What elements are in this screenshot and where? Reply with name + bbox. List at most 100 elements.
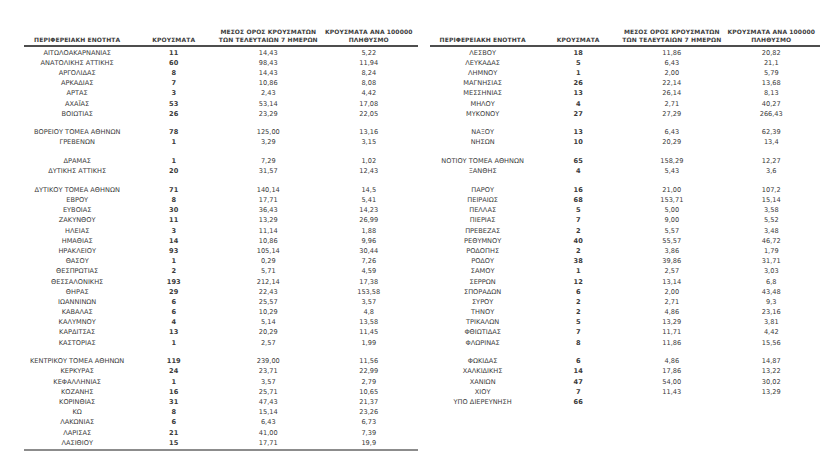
cell-avg: 39,86 (621, 257, 722, 266)
table-row: ΠΡΕΒΕΖΑΣ25,573,48 (430, 226, 820, 236)
column-header-avg7-line2: ΤΩΝ ΤΕΛΕΥΤΑΙΩΝ 7 ΗΜΕΡΩΝ (621, 36, 722, 44)
cell-rate: 30,02 (722, 378, 820, 387)
cell-avg: 2,71 (621, 298, 722, 307)
cell-avg: 5,43 (621, 167, 722, 176)
cell-avg: 4,86 (621, 308, 722, 317)
cell-avg: 54,00 (621, 378, 722, 387)
cell-avg: 13,14 (621, 278, 722, 287)
table-row: ΝΗΣΩΝ1020,2913,4 (430, 138, 820, 148)
cell-cases: 4 (130, 318, 217, 327)
cell-rate: 14,5 (319, 186, 418, 195)
cell-region: ΜΥΚΟΝΟΥ (430, 110, 535, 119)
cell-avg: 98,43 (217, 59, 319, 68)
cell-rate: 5,41 (319, 196, 418, 205)
cell-region: ΛΑΚΩΝΙΑΣ (24, 418, 130, 427)
cell-cases: 1 (535, 69, 621, 78)
cell-cases: 7 (535, 216, 621, 225)
cell-region: ΠΡΕΒΕΖΑΣ (430, 227, 535, 236)
column-header-region: ΠΕΡΙΦΕΡΕΙΑΚΗ ΕΝΟΤΗΤΑ (24, 36, 130, 44)
cell-avg: 2,00 (621, 288, 722, 297)
cell-region: ΣΠΟΡΑΔΩΝ (430, 288, 535, 297)
table-row: ΑΡΓΟΛΙΔΑΣ814,438,24 (24, 68, 418, 78)
table-row: ΞΑΝΘΗΣ45,433,6 (430, 167, 820, 177)
table-row: ΥΠΟ ΔΙΕΡΕΥΝΗΣΗ66 (430, 397, 820, 407)
table-row: ΚΩ815,1423,26 (24, 408, 418, 418)
cell-avg: 25,71 (217, 388, 319, 397)
cell-avg: 5,71 (217, 267, 319, 276)
cell-cases: 53 (130, 100, 217, 109)
cell-rate: 1,99 (319, 339, 418, 348)
cell-avg: 6,43 (621, 128, 722, 137)
cell-region: ΝΟΤΙΟΥ ΤΟΜΕΑ ΑΘΗΝΩΝ (430, 157, 535, 166)
column-header-avg7: ΜΕΣΟΣ ΟΡΟΣ ΚΡΟΥΣΜΑΤΩΝ ΤΩΝ ΤΕΛΕΥΤΑΙΩΝ 7 Η… (217, 28, 319, 43)
cell-region: ΗΛΕΙΑΣ (24, 227, 130, 236)
cell-avg: 11,86 (621, 49, 722, 58)
column-header-per100k-line1: ΚΡΟΥΣΜΑΤΑ ΑΝΑ 100000 (319, 28, 418, 36)
cell-cases: 20 (130, 167, 217, 176)
cell-region: ΗΡΑΚΛΕΙΟΥ (24, 247, 130, 256)
table-body: ΑΙΤΩΛΟΑΚΑΡΝΑΝΙΑΣ1114,435,22ΑΝΑΤΟΛΙΚΗΣ ΑΤ… (24, 47, 418, 448)
cell-region: ΚΑΡΔΙΤΣΑΣ (24, 328, 130, 337)
cell-cases: 8 (535, 339, 621, 348)
cell-rate: 3,57 (319, 298, 418, 307)
cell-rate: 17,08 (319, 100, 418, 109)
cell-cases: 2 (130, 267, 217, 276)
table-row: ΘΕΣΠΡΩΤΙΑΣ25,714,59 (24, 267, 418, 277)
cell-region: ΧΑΛΚΙΔΙΚΗΣ (430, 367, 535, 376)
cell-cases: 2 (535, 308, 621, 317)
cell-cases: 11 (130, 216, 217, 225)
cell-rate: 7,39 (319, 429, 418, 438)
cell-cases: 14 (535, 367, 621, 376)
spacer-row (430, 348, 820, 356)
cell-region: ΡΟΔΟΠΗΣ (430, 247, 535, 256)
table-row: ΙΩΑΝΝΙΝΩΝ625,573,57 (24, 297, 418, 307)
cell-region: ΜΗΛΟΥ (430, 100, 535, 109)
table-row: ΒΟΙΩΤΙΑΣ2623,2922,05 (24, 109, 418, 119)
table-row: ΑΙΤΩΛΟΑΚΑΡΝΑΝΙΑΣ1114,435,22 (24, 48, 418, 58)
table-row: ΗΡΑΚΛΕΙΟΥ93105,1430,44 (24, 246, 418, 256)
cell-cases: 29 (130, 288, 217, 297)
cell-rate: 23,16 (722, 308, 820, 317)
cell-avg: 27,29 (621, 110, 722, 119)
column-header-avg7-line1: ΜΕΣΟΣ ΟΡΟΣ ΚΡΟΥΣΜΑΤΩΝ (621, 28, 722, 36)
cell-region: ΦΘΙΩΤΙΔΑΣ (430, 328, 535, 337)
cell-avg: 20,29 (621, 138, 722, 147)
spacer-row (24, 119, 418, 127)
cell-region: ΘΗΡΑΣ (24, 288, 130, 297)
table-row: ΑΝΑΤΟΛΙΚΗΣ ΑΤΤΙΚΗΣ6098,4311,94 (24, 58, 418, 68)
cell-region: ΤΗΝΟΥ (430, 308, 535, 317)
cell-avg: 2,43 (217, 89, 319, 98)
cell-region: ΦΩΚΙΔΑΣ (430, 357, 535, 366)
cell-region: ΠΕΛΛΑΣ (430, 206, 535, 215)
cell-rate: 4,59 (319, 267, 418, 276)
cell-region: ΛΗΜΝΟΥ (430, 69, 535, 78)
cell-region: ΕΒΡΟΥ (24, 196, 130, 205)
cell-region: ΔΡΑΜΑΣ (24, 157, 130, 166)
cell-avg: 7,29 (217, 157, 319, 166)
cell-avg: 140,14 (217, 186, 319, 195)
cell-avg: 23,71 (217, 367, 319, 376)
cell-region: ΚΩ (24, 408, 130, 417)
cell-cases: 10 (535, 138, 621, 147)
cell-rate: 11,56 (319, 357, 418, 366)
regional-cases-report: ΠΕΡΙΦΕΡΕΙΑΚΗ ΕΝΟΤΗΤΑ ΚΡΟΥΣΜΑΤΑ ΜΕΣΟΣ ΟΡΟ… (0, 0, 833, 460)
cell-region: ΖΑΚΥΝΘΟΥ (24, 216, 130, 225)
cell-region: ΘΕΣΠΡΩΤΙΑΣ (24, 267, 130, 276)
cell-region: ΚΑΒΑΛΑΣ (24, 308, 130, 317)
cell-rate: 13,68 (722, 79, 820, 88)
cell-avg: 3,29 (217, 138, 319, 147)
cell-cases: 193 (130, 278, 217, 287)
cell-avg: 11,43 (621, 388, 722, 397)
cell-avg: 3,57 (217, 378, 319, 387)
cell-avg: 5,00 (621, 206, 722, 215)
cell-avg: 9,00 (621, 216, 722, 225)
table-row: ΔΥΤΙΚΟΥ ΤΟΜΕΑ ΑΘΗΝΩΝ71140,1414,5 (24, 185, 418, 195)
cell-rate: 2,79 (319, 378, 418, 387)
cell-rate: 31,71 (722, 257, 820, 266)
cell-avg: 15,14 (217, 408, 319, 417)
table-row: ΣΕΡΡΩΝ1213,146,8 (430, 277, 820, 287)
cell-avg: 5,57 (621, 227, 722, 236)
cell-region: ΤΡΙΚΑΛΩΝ (430, 318, 535, 327)
column-header-cases: ΚΡΟΥΣΜΑΤΑ (130, 36, 217, 44)
cell-avg: 10,86 (217, 79, 319, 88)
